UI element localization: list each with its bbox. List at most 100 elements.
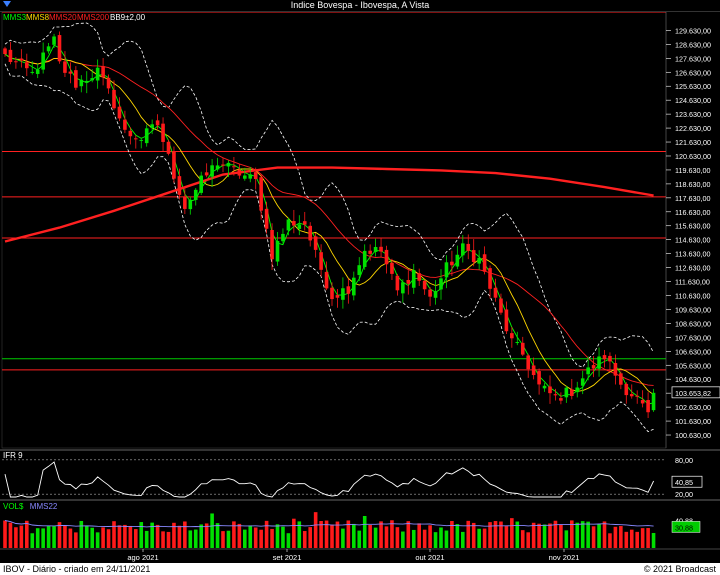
volume-bar	[619, 526, 623, 548]
volume-bar	[379, 521, 383, 548]
x-tick-label: out 2021	[415, 553, 444, 562]
volume-bar	[204, 523, 209, 548]
volume-bar	[166, 531, 171, 548]
candle-body	[41, 52, 45, 70]
candle-body	[302, 221, 307, 225]
volume-bar	[570, 520, 574, 548]
candle-body	[243, 175, 247, 179]
candle-body	[422, 280, 427, 290]
candle-body	[79, 79, 84, 87]
status-bar: IBOV - Diário - criado em 24/11/2021 © 2…	[0, 563, 720, 575]
candle-body	[471, 250, 476, 263]
volume-bar	[613, 526, 618, 548]
candle-body	[488, 268, 492, 289]
y-tick-label: 125.630,00	[675, 82, 711, 91]
candle-body	[112, 89, 116, 109]
candle-body	[95, 67, 100, 81]
volume-bar	[401, 531, 405, 548]
volume-mms22-line	[4, 520, 654, 528]
volume-bar	[515, 521, 520, 548]
volume-bar	[150, 522, 154, 548]
volume-bar	[586, 521, 590, 548]
y-tick-label: 105.630,00	[675, 361, 711, 370]
y-tick-label: 114.630,00	[675, 236, 710, 245]
candle-body	[155, 120, 160, 126]
candle-body	[150, 124, 154, 128]
volume-bar	[542, 524, 547, 548]
volume-bar	[411, 529, 416, 548]
volume-bar	[455, 524, 460, 548]
volume-bar	[624, 531, 629, 548]
volume-bar	[537, 523, 541, 548]
volume-bar	[46, 525, 51, 548]
candle-body	[232, 166, 236, 168]
legend-mms200: MMS200	[77, 13, 110, 22]
volume-bar	[90, 527, 94, 548]
ifr-last-label: 40,85	[675, 478, 693, 487]
candle-body	[646, 400, 650, 413]
candle-body	[221, 164, 225, 166]
y-tick-label: 102.630,00	[675, 403, 711, 412]
x-tick-label: set 2021	[273, 553, 302, 562]
volume-bar	[422, 529, 427, 548]
y-tick-label: 107.630,00	[675, 333, 711, 342]
candle-body	[46, 46, 51, 52]
volume-bar	[243, 529, 247, 548]
volume-bar	[362, 515, 367, 548]
volume-bar	[504, 526, 509, 548]
legend-mms20: MMS20	[49, 13, 77, 22]
candle-body	[117, 106, 122, 119]
volume-bar	[275, 524, 280, 548]
candle-body	[433, 291, 438, 298]
y-tick-label: 115.630,00	[675, 222, 710, 231]
volume-bar	[313, 512, 318, 548]
y-tick-label: 118.630,00	[675, 180, 710, 189]
volume-bar	[510, 518, 514, 548]
volume-bar	[433, 532, 438, 548]
y-tick-label: 101.630,00	[675, 417, 711, 426]
volume-bar	[226, 530, 231, 548]
volume-bar	[161, 531, 165, 548]
volume-bar	[101, 527, 105, 548]
volume-bar	[25, 520, 29, 548]
menu-arrow-icon[interactable]	[3, 1, 11, 7]
candle-body	[101, 66, 105, 78]
candle-body	[281, 233, 285, 242]
volume-bar	[346, 520, 351, 548]
volume-bar	[580, 521, 585, 548]
volume-bar	[215, 523, 220, 548]
y-tick-label: 100.630,00	[675, 431, 711, 440]
volume-bar	[548, 523, 552, 548]
volume-legend-mms22: MMS22	[30, 502, 58, 511]
y-tick-label: 124.630,00	[675, 96, 711, 105]
ifr-title: IFR 9	[3, 451, 23, 460]
volume-bar	[608, 533, 612, 548]
candle-body	[248, 174, 253, 179]
mms3-line	[4, 44, 654, 405]
candle-body	[275, 240, 280, 262]
volume-bar	[482, 528, 487, 548]
volume-bar	[499, 521, 503, 548]
volume-bar	[575, 522, 580, 548]
ifr-last-box	[671, 475, 703, 488]
candle-body	[608, 355, 612, 362]
volume-bar	[341, 528, 345, 548]
volume-bar	[477, 528, 481, 548]
volume-bar	[79, 520, 84, 548]
volume-bar	[559, 524, 563, 548]
candle-body	[335, 295, 340, 298]
y-tick-label: 109.630,00	[675, 305, 711, 314]
volume-bar	[128, 525, 133, 548]
volume-bar	[651, 532, 656, 548]
candle-body	[134, 138, 138, 140]
volume-last-label: 30,88	[675, 523, 693, 532]
candle-body	[63, 61, 67, 73]
y-tick-label: 108.630,00	[675, 319, 711, 328]
candle-body	[341, 288, 345, 300]
candle-body	[417, 273, 421, 281]
volume-bar	[444, 530, 449, 548]
y-tick-label: 106.630,00	[675, 347, 711, 356]
y-tick-label: 120.630,00	[675, 152, 711, 161]
candle-body	[564, 387, 569, 398]
volume-bar	[74, 532, 78, 548]
